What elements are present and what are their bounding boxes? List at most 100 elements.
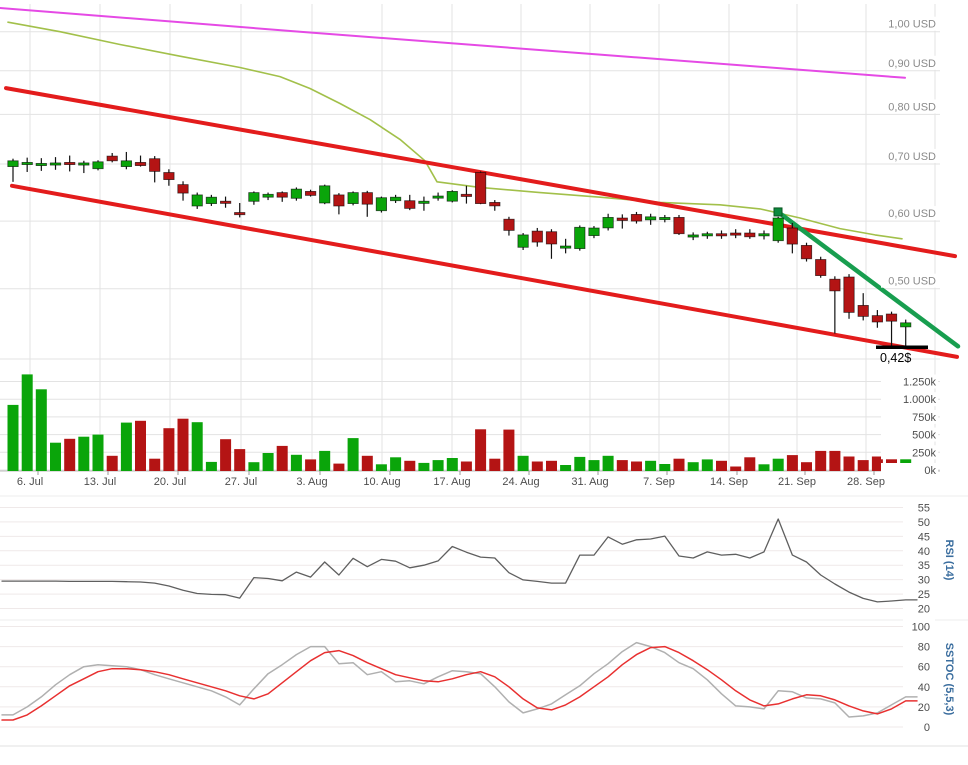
label-backdrop [881, 409, 938, 424]
volume-bar [531, 461, 543, 471]
candle-body [248, 192, 260, 202]
candle-body [375, 197, 388, 212]
candle-body [843, 276, 855, 313]
candle-body [205, 196, 217, 204]
label-backdrop [881, 374, 938, 389]
label-backdrop [881, 273, 938, 288]
candle-body [234, 212, 246, 216]
candle-body [347, 192, 359, 205]
candle-body [517, 234, 529, 248]
label-backdrop [881, 427, 938, 442]
candle-body [446, 190, 458, 202]
label-backdrop [903, 619, 935, 632]
candle-body [900, 322, 912, 328]
volume-bar [758, 464, 770, 471]
volume-bar [673, 458, 685, 471]
volume-bar [262, 453, 274, 471]
candle-body [134, 161, 147, 166]
volume-bar [390, 457, 402, 471]
volume-bar [106, 455, 118, 471]
volume-bar [645, 460, 657, 471]
volume-bar [234, 449, 246, 471]
volume-bar [546, 460, 557, 471]
candle-body [262, 193, 274, 198]
label-backdrop [903, 601, 935, 614]
label-backdrop [903, 514, 935, 527]
date-tick-label: 24. Aug [502, 476, 539, 488]
candle-body [588, 227, 600, 236]
volume-bar [659, 464, 671, 471]
volume-bar [560, 465, 572, 471]
candle-body [871, 315, 884, 323]
stoch-k-line [1, 641, 918, 718]
volume-bar [220, 439, 232, 471]
date-tick-label: 7. Sep [643, 476, 675, 488]
candle-body [857, 304, 869, 317]
label-backdrop [881, 206, 938, 221]
price-tick-label: 0,60 USD [888, 208, 936, 220]
candle-body [602, 216, 614, 229]
volume-bar [900, 449, 912, 471]
volume-bar [120, 422, 132, 471]
label-backdrop [881, 148, 938, 163]
volume-bar [744, 457, 756, 471]
volume-bar [21, 374, 33, 471]
volume-bar [432, 460, 444, 471]
label-backdrop [903, 699, 935, 712]
volume-bar [333, 463, 345, 471]
stoch-tick-label: 40 [918, 682, 930, 694]
volume-bar [205, 461, 217, 471]
candle-body [35, 162, 47, 166]
rsi-line [1, 518, 918, 603]
volume-bar [446, 458, 458, 471]
volume-bar [829, 450, 841, 471]
label-backdrop [903, 558, 935, 571]
volume-tick-label: 1.250k [903, 377, 937, 389]
trend-line-green [775, 209, 961, 349]
date-tick-label: 13. Jul [84, 476, 116, 488]
volume-bar [701, 459, 713, 471]
stoch-tick-label: 100 [912, 622, 930, 634]
label-backdrop [903, 529, 935, 542]
volume-bar [801, 462, 812, 471]
candle-body [701, 233, 713, 237]
rsi-tick-label: 35 [918, 560, 930, 572]
candle-body [404, 200, 416, 209]
candle-body [21, 161, 33, 165]
candle-body [304, 190, 317, 196]
volume-bar [517, 455, 529, 471]
volume-bar [177, 418, 189, 471]
candle-body [489, 201, 501, 207]
candle-body [503, 218, 515, 231]
candle-body [163, 172, 175, 180]
channel-lower-red [10, 183, 959, 359]
label-backdrop [903, 572, 935, 585]
label-backdrop [903, 500, 935, 513]
label-backdrop [881, 55, 938, 70]
volume-tick-label: 750k [912, 412, 936, 424]
candle-body [64, 161, 76, 165]
candle-body [177, 184, 189, 194]
volume-bar [290, 454, 302, 471]
candle-body [219, 200, 232, 204]
trend-line-magenta [0, 7, 906, 79]
candle-body [191, 194, 203, 207]
rsi-tick-label: 55 [918, 503, 930, 515]
candle-body [630, 213, 643, 222]
trend-start-marker [773, 207, 783, 217]
volume-bar [191, 422, 203, 471]
volume-bar [78, 436, 90, 471]
candle-body [659, 216, 671, 220]
volume-tick-label: 0k [924, 465, 936, 477]
candle-body [715, 233, 728, 237]
candle-body [78, 162, 90, 166]
label-backdrop [903, 659, 935, 672]
rsi-tick-label: 20 [918, 604, 930, 616]
rsi-tick-label: 30 [918, 575, 930, 587]
volume-bar [857, 460, 869, 471]
ma-line [7, 21, 903, 240]
rsi-tick-label: 25 [918, 589, 930, 601]
date-tick-label: 27. Jul [225, 476, 257, 488]
